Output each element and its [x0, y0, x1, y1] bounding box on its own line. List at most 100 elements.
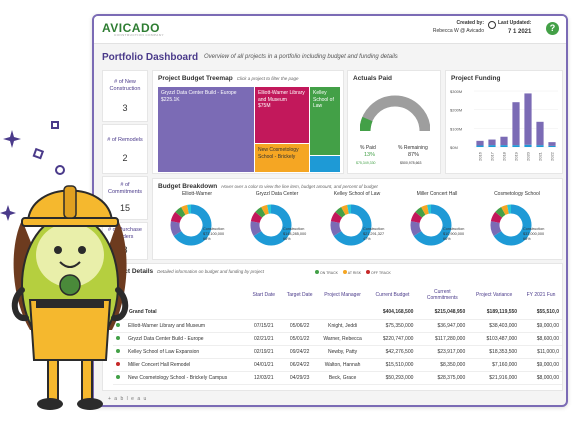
donut-segment — [415, 207, 426, 218]
current-commitments: $8,350,000 — [416, 358, 469, 372]
project-variance: $38,403,000 — [468, 319, 521, 333]
table-row[interactable]: Gryzzl Data Center Build - Europe 02/21/2… — [113, 332, 562, 346]
legend-at-risk-icon — [343, 270, 347, 274]
help-icon[interactable]: ? — [546, 22, 559, 35]
donut-segment — [250, 221, 262, 236]
grand-total-fy: $55,510,0 — [520, 306, 562, 320]
last-updated-date: 7 1 2021 — [508, 29, 532, 35]
donut-row: Elliott-Warner Construction $73,100,000 68%… — [153, 191, 564, 261]
tile-value: $75M — [258, 103, 271, 109]
project-name: Kelley School of Law Expansion — [113, 345, 245, 359]
x-tick-label: 2016 — [478, 151, 483, 161]
tableau-footer: + a b l e a u — [108, 396, 148, 402]
project-manager: Warner, Rebecca — [316, 332, 369, 346]
treemap-tile-gryzzl[interactable]: Gryzzl Data Center Build - Europe $225.1… — [158, 87, 254, 172]
col-current-budget[interactable]: Current Budget — [375, 292, 410, 298]
col-target-date[interactable]: Target Date — [286, 292, 313, 298]
donut-label-l1: Construction — [203, 227, 225, 231]
budget-donut-item[interactable]: Cosmetology School Construction $33,000,00… — [487, 191, 559, 261]
actuals-paid-panel: Actuals Paid % Paid 13% $75,349,330 % Re… — [347, 70, 441, 174]
donut-label-l2: $73,100,000 — [203, 232, 225, 236]
budget-donut-item[interactable]: Kelley School of Law Construction $21,291,… — [327, 191, 399, 261]
donut-title: Gryzzl Data Center — [255, 191, 299, 197]
project-name: New Cosmetology School - Brickely Campus — [113, 371, 245, 385]
budget-donut-chart — [250, 204, 292, 246]
table-row[interactable]: Elliott-Warner Library and Museum 07/15/2… — [113, 319, 562, 333]
x-tick-label: 2022 — [550, 151, 555, 161]
funding-bar — [476, 145, 484, 147]
y-tick-label: $300M — [450, 89, 462, 94]
project-variance: $7,160,000 — [468, 358, 521, 372]
y-tick-label: $100M — [450, 126, 462, 131]
table-row[interactable]: New Cosmetology School - Brickely Campus… — [113, 371, 562, 385]
donut-label-l3: 68% — [523, 237, 531, 241]
project-manager: Newby, Patty — [316, 345, 369, 359]
donut-segment — [170, 221, 182, 236]
project-details-panel: Project Details Detailed information on b… — [102, 263, 563, 391]
budget-breakdown-title: Budget Breakdown Hover over a color to vi… — [158, 183, 378, 190]
funding-bar — [488, 145, 496, 147]
grand-total-budget: $404,168,500 — [368, 306, 417, 320]
project-funding-panel: Project Funding $300M $200M $100M $0M 2016 20… — [445, 70, 563, 174]
y-tick-label: $0M — [450, 145, 458, 150]
col-project-variance[interactable]: Project Variance — [476, 292, 513, 298]
actuals-title: Actuals Paid — [353, 75, 393, 82]
donut-label-l2: $33,000,000 — [523, 232, 545, 236]
created-by-label: Created by: — [456, 20, 484, 26]
clock-icon — [488, 21, 496, 29]
project-manager: Beck, Grace — [316, 371, 369, 385]
col-start-date[interactable]: Start Date — [252, 292, 276, 298]
x-tick-label: 2017 — [490, 151, 495, 161]
budget-donut-chart — [490, 204, 532, 246]
start-date: 02/21/21 — [244, 332, 283, 346]
grand-total-variance: $189,119,550 — [468, 306, 521, 320]
project-manager: Knight, Jeddi — [316, 319, 369, 333]
col-project-manager[interactable]: Project Manager — [324, 292, 361, 298]
table-row[interactable]: Miller Concert Hall Remodel 04/01/21 06/24… — [113, 358, 562, 372]
sparkle-decoration — [0, 121, 65, 221]
paid-percent: 13% — [364, 152, 376, 158]
kpi-card-new-construction: # of New Construction 3 — [102, 70, 148, 122]
budget-donut-item[interactable]: Elliott-Warner Construction $73,100,000 68% — [167, 191, 239, 261]
paid-amount: $75,349,330 — [356, 161, 376, 165]
donut-segment — [330, 221, 342, 236]
treemap-tile-kelley[interactable]: Kelley School of Law — [310, 87, 340, 155]
tile-label: Gryzzl Data Center Build - Europe — [161, 90, 237, 96]
target-date: 05/06/22 — [282, 319, 317, 333]
treemap-tile-miller[interactable] — [310, 156, 340, 172]
donut-segment — [421, 204, 430, 216]
funding-bar — [524, 144, 532, 147]
x-tick-label: 2018 — [502, 151, 507, 161]
treemap-tile-elliott-warner[interactable]: Elliott-Warner Library and Museum $75M — [255, 87, 309, 143]
x-tick-label: 2020 — [526, 151, 531, 161]
budget-donut-item[interactable]: Miller Concert Hall Construction $10,900,0… — [407, 191, 479, 261]
treemap-tile-cosmetology[interactable]: New Cosmetology School - Brickely — [255, 144, 309, 172]
dashboard-window: AVICADO CONSTRUCTION COMPANY Created by:… — [92, 14, 568, 407]
target-date: 09/24/22 — [282, 345, 317, 359]
donut-title: Elliott-Warner — [181, 191, 213, 197]
funding-bar-chart: $300M $200M $100M $0M 2016 2017 2018 2019 2020 20… — [450, 89, 558, 161]
project-name: Elliott-Warner Library and Museum — [113, 319, 245, 333]
project-details-title: Project Details Detailed information on b… — [108, 268, 264, 275]
col-current-commitments[interactable]: Current Commitments — [426, 289, 458, 301]
last-updated-label: Last Updated: — [498, 20, 532, 26]
donut-label-l1: Construction — [443, 227, 465, 231]
x-tick-label: 2021 — [538, 151, 543, 161]
status-dot-icon — [116, 336, 120, 341]
budget-donut-chart — [170, 204, 212, 246]
avocado-mascot-illustration — [11, 185, 129, 410]
donut-segment — [250, 211, 263, 224]
budget-donut-item[interactable]: Gryzzl Data Center Construction $148,285,0… — [247, 191, 319, 261]
donut-segment — [181, 204, 190, 216]
funding-bar — [500, 145, 508, 147]
target-date: 06/24/22 — [282, 358, 317, 372]
budget-donut-chart — [330, 204, 372, 246]
y-tick-label: $200M — [450, 108, 462, 113]
project-variance: $18,353,500 — [468, 345, 521, 359]
project-name: Miller Concert Hall Remodel — [113, 358, 245, 372]
donut-segment — [333, 204, 372, 246]
current-commitments: $117,280,000 — [416, 332, 469, 346]
funding-bar — [512, 102, 520, 146]
col-fy-2021-funding[interactable]: FY 2021 Fun — [526, 292, 556, 298]
table-row[interactable]: Kelley School of Law Expansion 02/19/21 09… — [113, 345, 562, 359]
